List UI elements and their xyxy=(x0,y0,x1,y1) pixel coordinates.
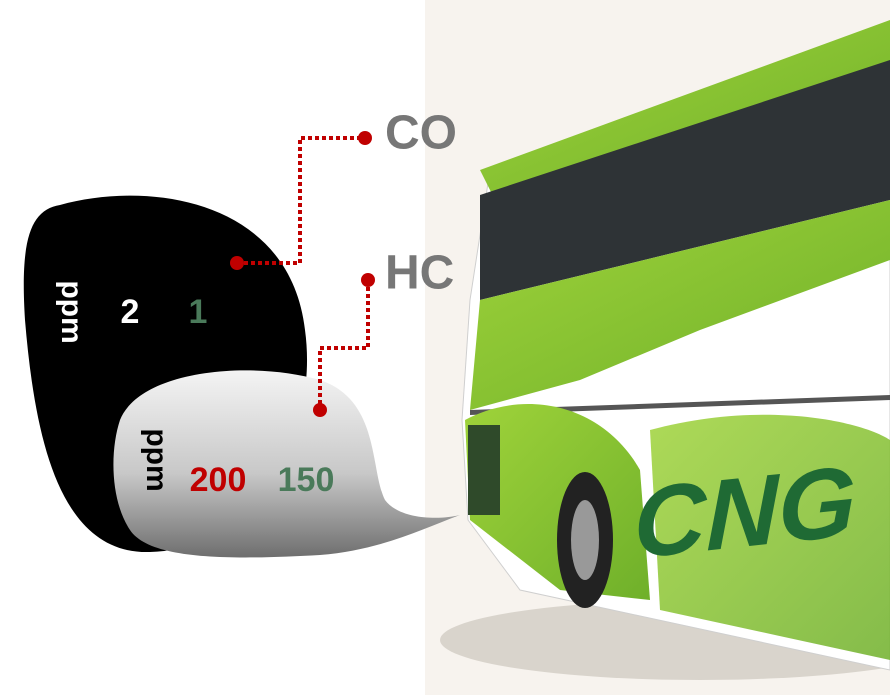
bus-stripe xyxy=(470,200,890,410)
connector-dot xyxy=(358,131,372,145)
hc-connector xyxy=(318,280,370,410)
callout-label: CO xyxy=(385,107,457,160)
connectors xyxy=(237,136,370,410)
hc-unit: ppm xyxy=(140,428,173,491)
co-unit: ppm xyxy=(55,280,88,343)
co-connector xyxy=(237,136,365,265)
connector-dot xyxy=(361,273,375,287)
co-value: 2 xyxy=(121,293,140,331)
bus: CNG xyxy=(440,20,890,680)
bus-windows xyxy=(480,60,890,300)
bus-roof xyxy=(480,20,890,200)
bus-side-panel xyxy=(650,414,890,660)
bus-hub xyxy=(571,500,599,580)
hc-panel xyxy=(113,370,460,558)
hc-value: 200 xyxy=(190,461,247,499)
connector-dot xyxy=(230,256,244,270)
co-value: 1 xyxy=(189,293,208,331)
bus-grille xyxy=(468,425,500,515)
bus-logo: CNG xyxy=(634,445,856,580)
hc-value: 150 xyxy=(278,461,335,499)
connector-dot xyxy=(313,403,327,417)
callout-label: HC xyxy=(385,247,454,300)
bus-trim xyxy=(470,395,890,415)
